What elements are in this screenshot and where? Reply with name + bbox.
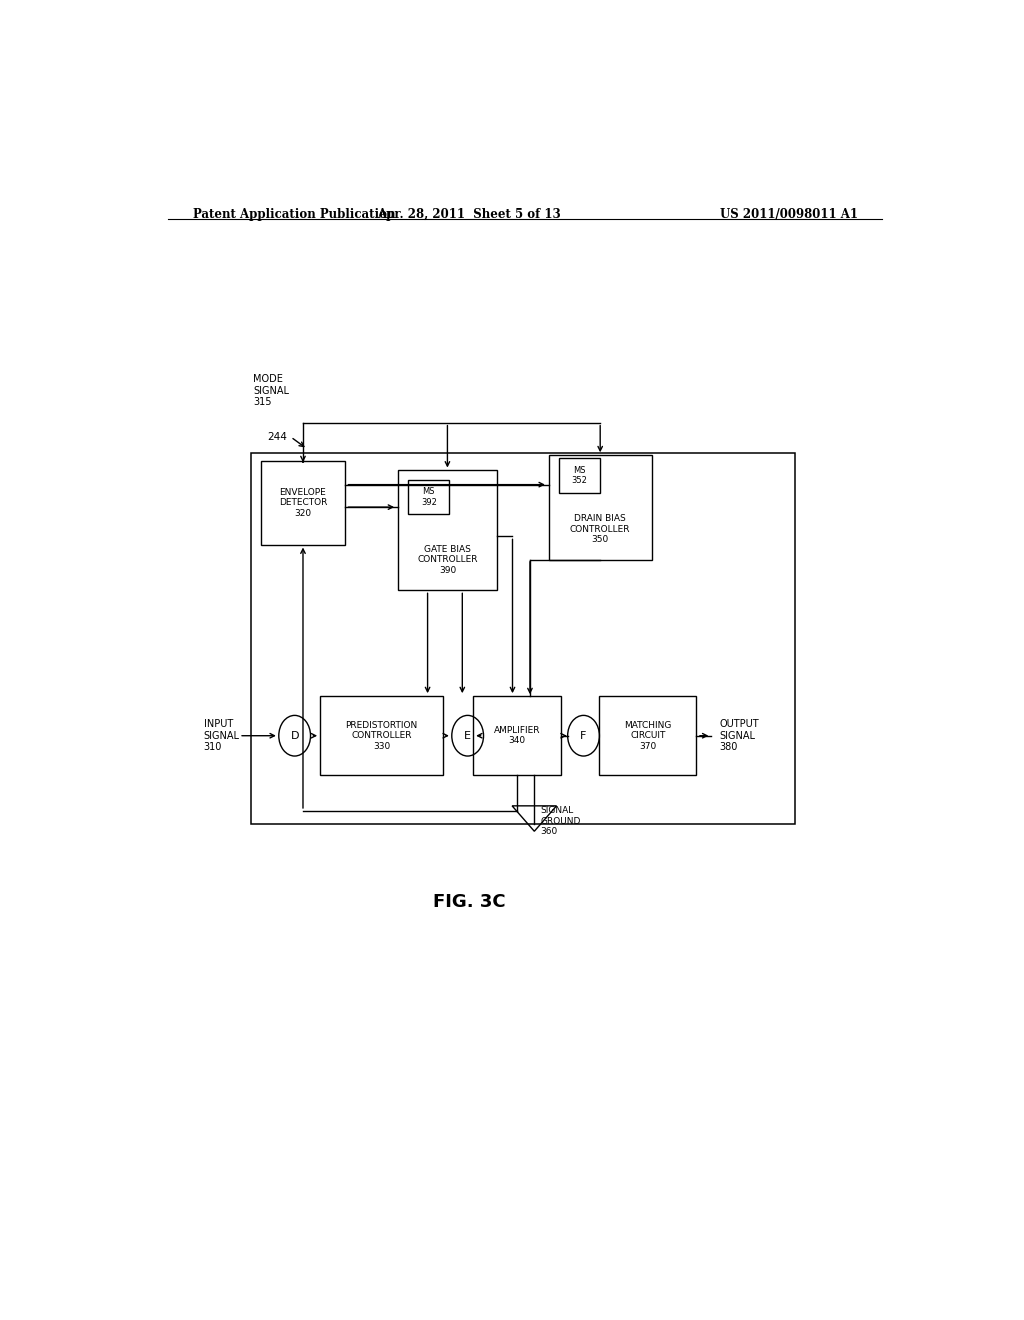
Text: SIGNAL
GROUND
360: SIGNAL GROUND 360 <box>541 807 581 836</box>
FancyBboxPatch shape <box>599 696 696 775</box>
FancyBboxPatch shape <box>321 696 443 775</box>
FancyBboxPatch shape <box>261 461 345 545</box>
FancyBboxPatch shape <box>549 455 652 560</box>
Text: ENVELOPE
DETECTOR
320: ENVELOPE DETECTOR 320 <box>279 488 328 517</box>
Text: E: E <box>464 731 471 741</box>
Text: Patent Application Publication: Patent Application Publication <box>194 209 395 222</box>
FancyBboxPatch shape <box>473 696 560 775</box>
Text: AMPLIFIER
340: AMPLIFIER 340 <box>494 726 540 746</box>
Text: US 2011/0098011 A1: US 2011/0098011 A1 <box>720 209 858 222</box>
FancyBboxPatch shape <box>559 458 600 492</box>
Text: 244: 244 <box>267 432 287 442</box>
Text: D: D <box>291 731 299 741</box>
Text: MATCHING
CIRCUIT
370: MATCHING CIRCUIT 370 <box>624 721 672 751</box>
Text: PREDISTORTION
CONTROLLER
330: PREDISTORTION CONTROLLER 330 <box>345 721 418 751</box>
Text: MODE
SIGNAL
315: MODE SIGNAL 315 <box>253 374 290 408</box>
Text: DRAIN BIAS
CONTROLLER
350: DRAIN BIAS CONTROLLER 350 <box>570 515 631 544</box>
Text: GATE BIAS
CONTROLLER
390: GATE BIAS CONTROLLER 390 <box>417 545 477 574</box>
Text: MS
352: MS 352 <box>571 466 588 486</box>
Text: F: F <box>581 731 587 741</box>
Text: INPUT
SIGNAL
310: INPUT SIGNAL 310 <box>204 719 240 752</box>
FancyBboxPatch shape <box>251 453 795 824</box>
Text: FIG. 3C: FIG. 3C <box>433 894 506 911</box>
FancyBboxPatch shape <box>397 470 497 590</box>
FancyBboxPatch shape <box>409 479 450 515</box>
Text: OUTPUT
SIGNAL
380: OUTPUT SIGNAL 380 <box>719 719 759 752</box>
Text: Apr. 28, 2011  Sheet 5 of 13: Apr. 28, 2011 Sheet 5 of 13 <box>378 209 561 222</box>
Text: MS
392: MS 392 <box>421 487 436 507</box>
